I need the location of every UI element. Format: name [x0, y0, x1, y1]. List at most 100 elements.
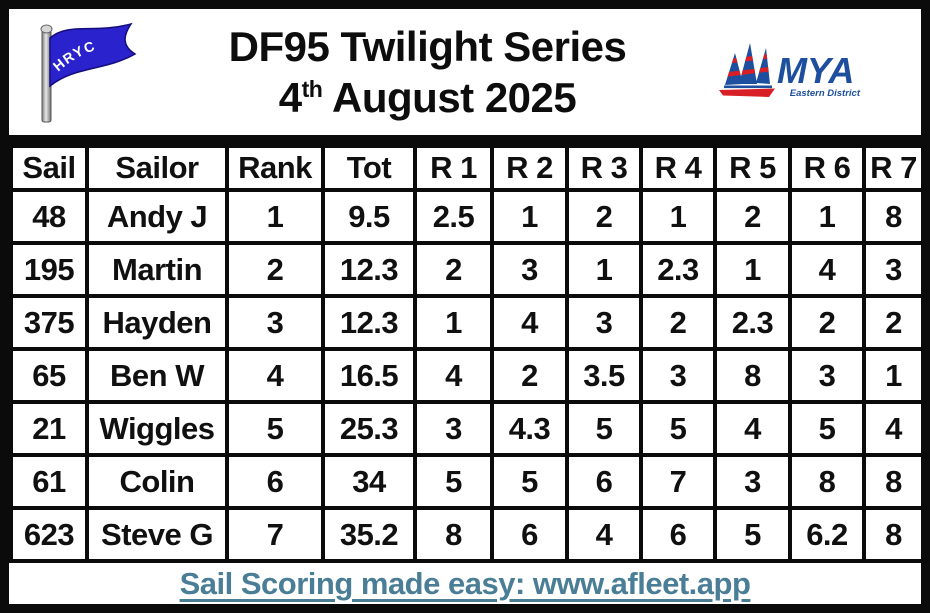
table-row: 48 Andy J 1 9.5 2.5 1 2 1 2 1 8 — [9, 188, 921, 245]
race-score-cell: 5 — [490, 453, 569, 510]
race-score-cell: 3 — [639, 347, 717, 404]
sailor-name-cell: Martin — [85, 241, 229, 298]
table-row: 195 Martin 2 12.3 2 3 1 2.3 1 4 3 — [9, 241, 921, 298]
sail-number-cell: 21 — [9, 400, 89, 457]
race-score-cell: 5 — [713, 506, 792, 563]
page-title: DF95 Twilight Series 4th August 2025 — [142, 21, 713, 123]
race-score-cell: 1 — [490, 188, 569, 245]
date-ordinal: th — [301, 76, 323, 102]
race-score-cell: 4 — [788, 241, 866, 298]
race-score-cell: 8 — [862, 453, 921, 510]
afleet-link[interactable]: Sail Scoring made easy: www.afleet.app — [179, 565, 751, 601]
col-header-r6: R 6 — [788, 144, 866, 192]
table-row: 65 Ben W 4 16.5 4 2 3.5 3 8 3 1 — [9, 347, 921, 404]
col-header-r2: R 2 — [490, 144, 569, 192]
table-row: 375 Hayden 3 12.3 1 4 3 2 2.3 2 2 — [9, 294, 921, 351]
sailor-name-cell: Andy J — [85, 188, 229, 245]
mya-sails-icon — [725, 43, 770, 85]
title-line1: DF95 Twilight Series — [228, 22, 627, 70]
race-score-cell: 2 — [639, 294, 717, 351]
race-score-cell: 2 — [788, 294, 866, 351]
race-score-cell: 2 — [862, 294, 921, 351]
sail-number-cell: 48 — [9, 188, 89, 245]
mya-logo: MYA Eastern District — [713, 39, 863, 105]
race-score-cell: 4 — [713, 400, 792, 457]
race-score-cell: 2 — [565, 188, 643, 245]
race-score-cell: 3 — [862, 241, 921, 298]
race-score-cell: 1 — [565, 241, 643, 298]
col-header-sail: Sail — [9, 144, 89, 192]
table-row: 61 Colin 6 34 5 5 6 7 3 8 8 — [9, 453, 921, 510]
total-points-cell: 12.3 — [321, 241, 417, 298]
sailor-name-cell: Steve G — [85, 506, 229, 563]
race-score-cell: 3 — [788, 347, 866, 404]
race-score-cell: 2.3 — [713, 294, 792, 351]
sail-number-cell: 375 — [9, 294, 89, 351]
sail-number-cell: 195 — [9, 241, 89, 298]
results-table: Sail Sailor Rank Tot R 1 R 2 R 3 R 4 R 5… — [9, 144, 921, 563]
race-score-cell: 4 — [490, 294, 569, 351]
total-points-cell: 35.2 — [321, 506, 417, 563]
race-score-cell: 5 — [639, 400, 717, 457]
col-header-r7: R 7 — [862, 144, 921, 192]
race-score-cell: 1 — [639, 188, 717, 245]
rank-cell: 4 — [225, 347, 325, 404]
race-score-cell: 8 — [862, 188, 921, 245]
sailor-name-cell: Colin — [85, 453, 229, 510]
table-header-row: Sail Sailor Rank Tot R 1 R 2 R 3 R 4 R 5… — [9, 144, 921, 192]
race-score-cell: 6 — [490, 506, 569, 563]
total-points-cell: 12.3 — [321, 294, 417, 351]
rank-cell: 3 — [225, 294, 325, 351]
table-row: 623 Steve G 7 35.2 8 6 4 6 5 6.2 8 — [9, 506, 921, 563]
race-score-cell: 2.3 — [639, 241, 717, 298]
race-score-cell: 5 — [788, 400, 866, 457]
mya-subtext: Eastern District — [790, 88, 861, 99]
rank-cell: 1 — [225, 188, 325, 245]
race-score-cell: 8 — [713, 347, 792, 404]
col-header-sailor: Sailor — [85, 144, 229, 192]
race-score-cell: 7 — [639, 453, 717, 510]
total-points-cell: 34 — [321, 453, 417, 510]
race-score-cell: 1 — [713, 241, 792, 298]
footer: Sail Scoring made easy: www.afleet.app — [9, 563, 921, 604]
rank-cell: 2 — [225, 241, 325, 298]
total-points-cell: 9.5 — [321, 188, 417, 245]
race-score-cell: 5 — [565, 400, 643, 457]
race-score-cell: 2 — [713, 188, 792, 245]
race-score-cell: 5 — [413, 453, 494, 510]
race-score-cell: 1 — [862, 347, 921, 404]
sailor-name-cell: Ben W — [85, 347, 229, 404]
rank-cell: 5 — [225, 400, 325, 457]
race-score-cell: 3 — [413, 400, 494, 457]
total-points-cell: 16.5 — [321, 347, 417, 404]
race-score-cell: 8 — [862, 506, 921, 563]
race-score-cell: 1 — [788, 188, 866, 245]
rank-cell: 6 — [225, 453, 325, 510]
race-score-cell: 2.5 — [413, 188, 494, 245]
header: HRYC DF95 Twilight Series 4th August 202… — [9, 9, 921, 144]
mya-hull-icon — [719, 88, 775, 97]
col-header-rank: Rank — [225, 144, 325, 192]
table-row: 21 Wiggles 5 25.3 3 4.3 5 5 4 5 4 — [9, 400, 921, 457]
sailor-name-cell: Hayden — [85, 294, 229, 351]
race-score-cell: 1 — [413, 294, 494, 351]
race-score-cell: 3 — [490, 241, 569, 298]
sail-number-cell: 623 — [9, 506, 89, 563]
col-header-r3: R 3 — [565, 144, 643, 192]
race-score-cell: 4 — [862, 400, 921, 457]
rank-cell: 7 — [225, 506, 325, 563]
race-score-cell: 6.2 — [788, 506, 866, 563]
total-points-cell: 25.3 — [321, 400, 417, 457]
race-score-cell: 8 — [788, 453, 866, 510]
sail-number-cell: 61 — [9, 453, 89, 510]
col-header-r1: R 1 — [413, 144, 494, 192]
date-rest: August 2025 — [322, 74, 577, 121]
title-line2: 4th August 2025 — [142, 72, 713, 123]
race-score-cell: 6 — [565, 453, 643, 510]
race-score-cell: 3 — [565, 294, 643, 351]
col-header-tot: Tot — [321, 144, 417, 192]
col-header-r4: R 4 — [639, 144, 717, 192]
mya-text: MYA — [777, 50, 854, 91]
hryc-club-flag-icon: HRYC — [17, 16, 142, 128]
race-score-cell: 2 — [413, 241, 494, 298]
